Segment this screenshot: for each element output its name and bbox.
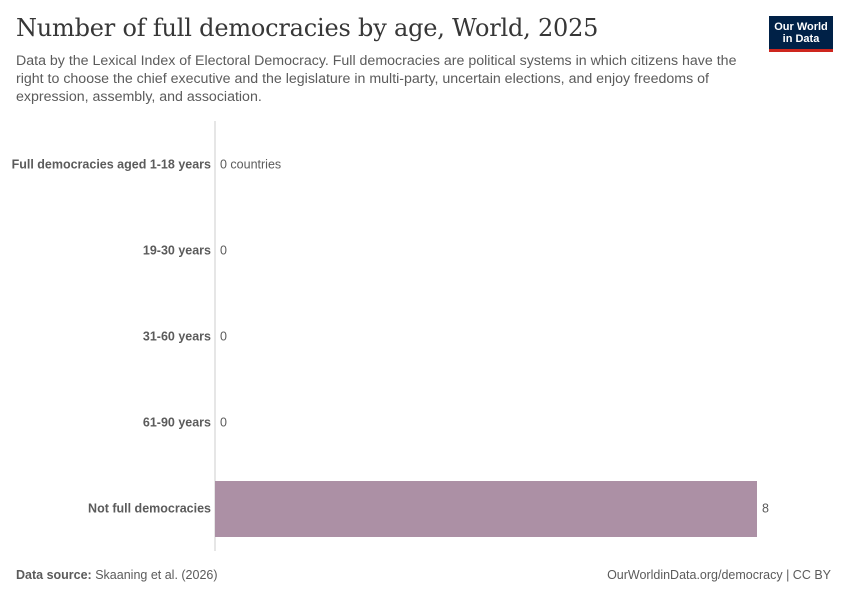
bar[interactable] xyxy=(215,481,757,537)
data-source-value[interactable]: Skaaning et al. (2026) xyxy=(95,568,218,582)
data-source-label: Data source: xyxy=(16,568,92,582)
owid-logo[interactable]: Our World in Data xyxy=(769,16,833,52)
category-label: 61-90 years xyxy=(143,415,211,429)
source-link[interactable]: OurWorldinData.org/democracy | CC BY xyxy=(607,568,831,582)
chart-title: Number of full democracies by age, World… xyxy=(16,14,599,42)
logo-line-2: in Data xyxy=(782,32,820,45)
category-label: Full democracies aged 1-18 years xyxy=(12,157,211,171)
data-source: Data source: Skaaning et al. (2026) xyxy=(16,568,218,582)
category-label: 19-30 years xyxy=(143,243,211,257)
category-label: Not full democracies xyxy=(88,501,211,515)
logo-line-1: Our World xyxy=(774,20,828,33)
chart-subtitle: Data by the Lexical Index of Electoral D… xyxy=(16,53,737,105)
category-label: 31-60 years xyxy=(143,329,211,343)
value-label: 8 xyxy=(762,501,769,515)
value-label: 0 xyxy=(220,415,227,429)
value-label: 0 xyxy=(220,243,227,257)
value-label: 0 xyxy=(220,329,227,343)
value-label: 0 countries xyxy=(220,157,281,171)
